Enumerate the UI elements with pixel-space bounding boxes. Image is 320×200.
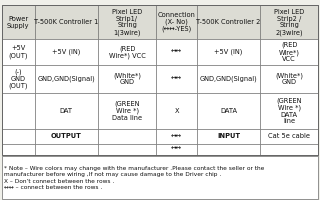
Bar [35,65,98,93]
Text: ↔↔: ↔↔ [171,133,182,139]
Text: DAT: DAT [60,108,73,114]
Bar [98,39,156,65]
Text: (White*)
GND: (White*) GND [113,72,141,85]
Bar [2,129,35,144]
Text: Connection
(X- No)
(↔↔-YES): Connection (X- No) (↔↔-YES) [158,12,196,32]
Bar [35,5,98,39]
Bar [197,5,260,39]
Text: T-500K Controller 2: T-500K Controller 2 [196,19,261,25]
Bar [98,129,156,144]
Bar [35,144,98,155]
Text: (-)
GND
(OUT): (-) GND (OUT) [8,68,28,89]
Bar [2,144,35,155]
Bar [260,39,318,65]
Bar [2,5,318,155]
Bar [35,93,98,129]
Text: Cat 5e cable: Cat 5e cable [268,133,310,139]
Bar [98,65,156,93]
Bar [260,129,318,144]
Bar [156,5,197,39]
Bar [35,39,98,65]
Bar [2,65,35,93]
Bar [35,129,98,144]
Bar [98,5,156,39]
Bar [197,93,260,129]
Text: +5V (IN): +5V (IN) [214,49,243,55]
Bar [197,39,260,65]
Text: ↔↔: ↔↔ [171,146,182,152]
Bar [2,156,318,199]
Bar [2,5,35,39]
Text: DATA: DATA [220,108,237,114]
Text: X: X [174,108,179,114]
Bar [156,93,197,129]
Bar [98,144,156,155]
Bar [260,5,318,39]
Text: (RED
Wire*) VCC: (RED Wire*) VCC [109,45,146,59]
Text: * Note – Wire colors may change with the manufacturer .Please contact the seller: * Note – Wire colors may change with the… [4,166,265,190]
Text: GND,GND(Signal): GND,GND(Signal) [200,75,257,82]
Bar [156,144,197,155]
Bar [156,129,197,144]
Text: (GREEN
Wire *)
DATA
line: (GREEN Wire *) DATA line [276,97,302,124]
Bar [197,129,260,144]
Bar [98,93,156,129]
Text: T-500K Controller 1: T-500K Controller 1 [34,19,99,25]
Bar [156,39,197,65]
Text: Pixel LED
Strip2 /
String
2(3wire): Pixel LED Strip2 / String 2(3wire) [274,9,304,36]
Text: (RED
Wire*)
VCC: (RED Wire*) VCC [279,42,300,62]
Bar [197,65,260,93]
Text: ↔↔: ↔↔ [171,76,182,82]
Bar [197,144,260,155]
Text: +5V (IN): +5V (IN) [52,49,81,55]
Text: Power
Supply: Power Supply [7,16,29,29]
Text: (GREEN
Wire *)
Data line: (GREEN Wire *) Data line [112,101,142,121]
Text: INPUT: INPUT [217,133,240,139]
Bar [260,144,318,155]
Bar [2,39,35,65]
Bar [260,65,318,93]
Bar [2,93,35,129]
Text: Pixel LED
Strip1/
String
1(3wire): Pixel LED Strip1/ String 1(3wire) [112,9,142,36]
Text: OUTPUT: OUTPUT [51,133,82,139]
Text: GND,GND(Signal): GND,GND(Signal) [37,75,95,82]
Bar [260,93,318,129]
Text: (White*)
GND: (White*) GND [275,72,303,85]
Text: +5V
(OUT): +5V (OUT) [8,45,28,59]
Bar [156,65,197,93]
Text: ↔↔: ↔↔ [171,49,182,55]
